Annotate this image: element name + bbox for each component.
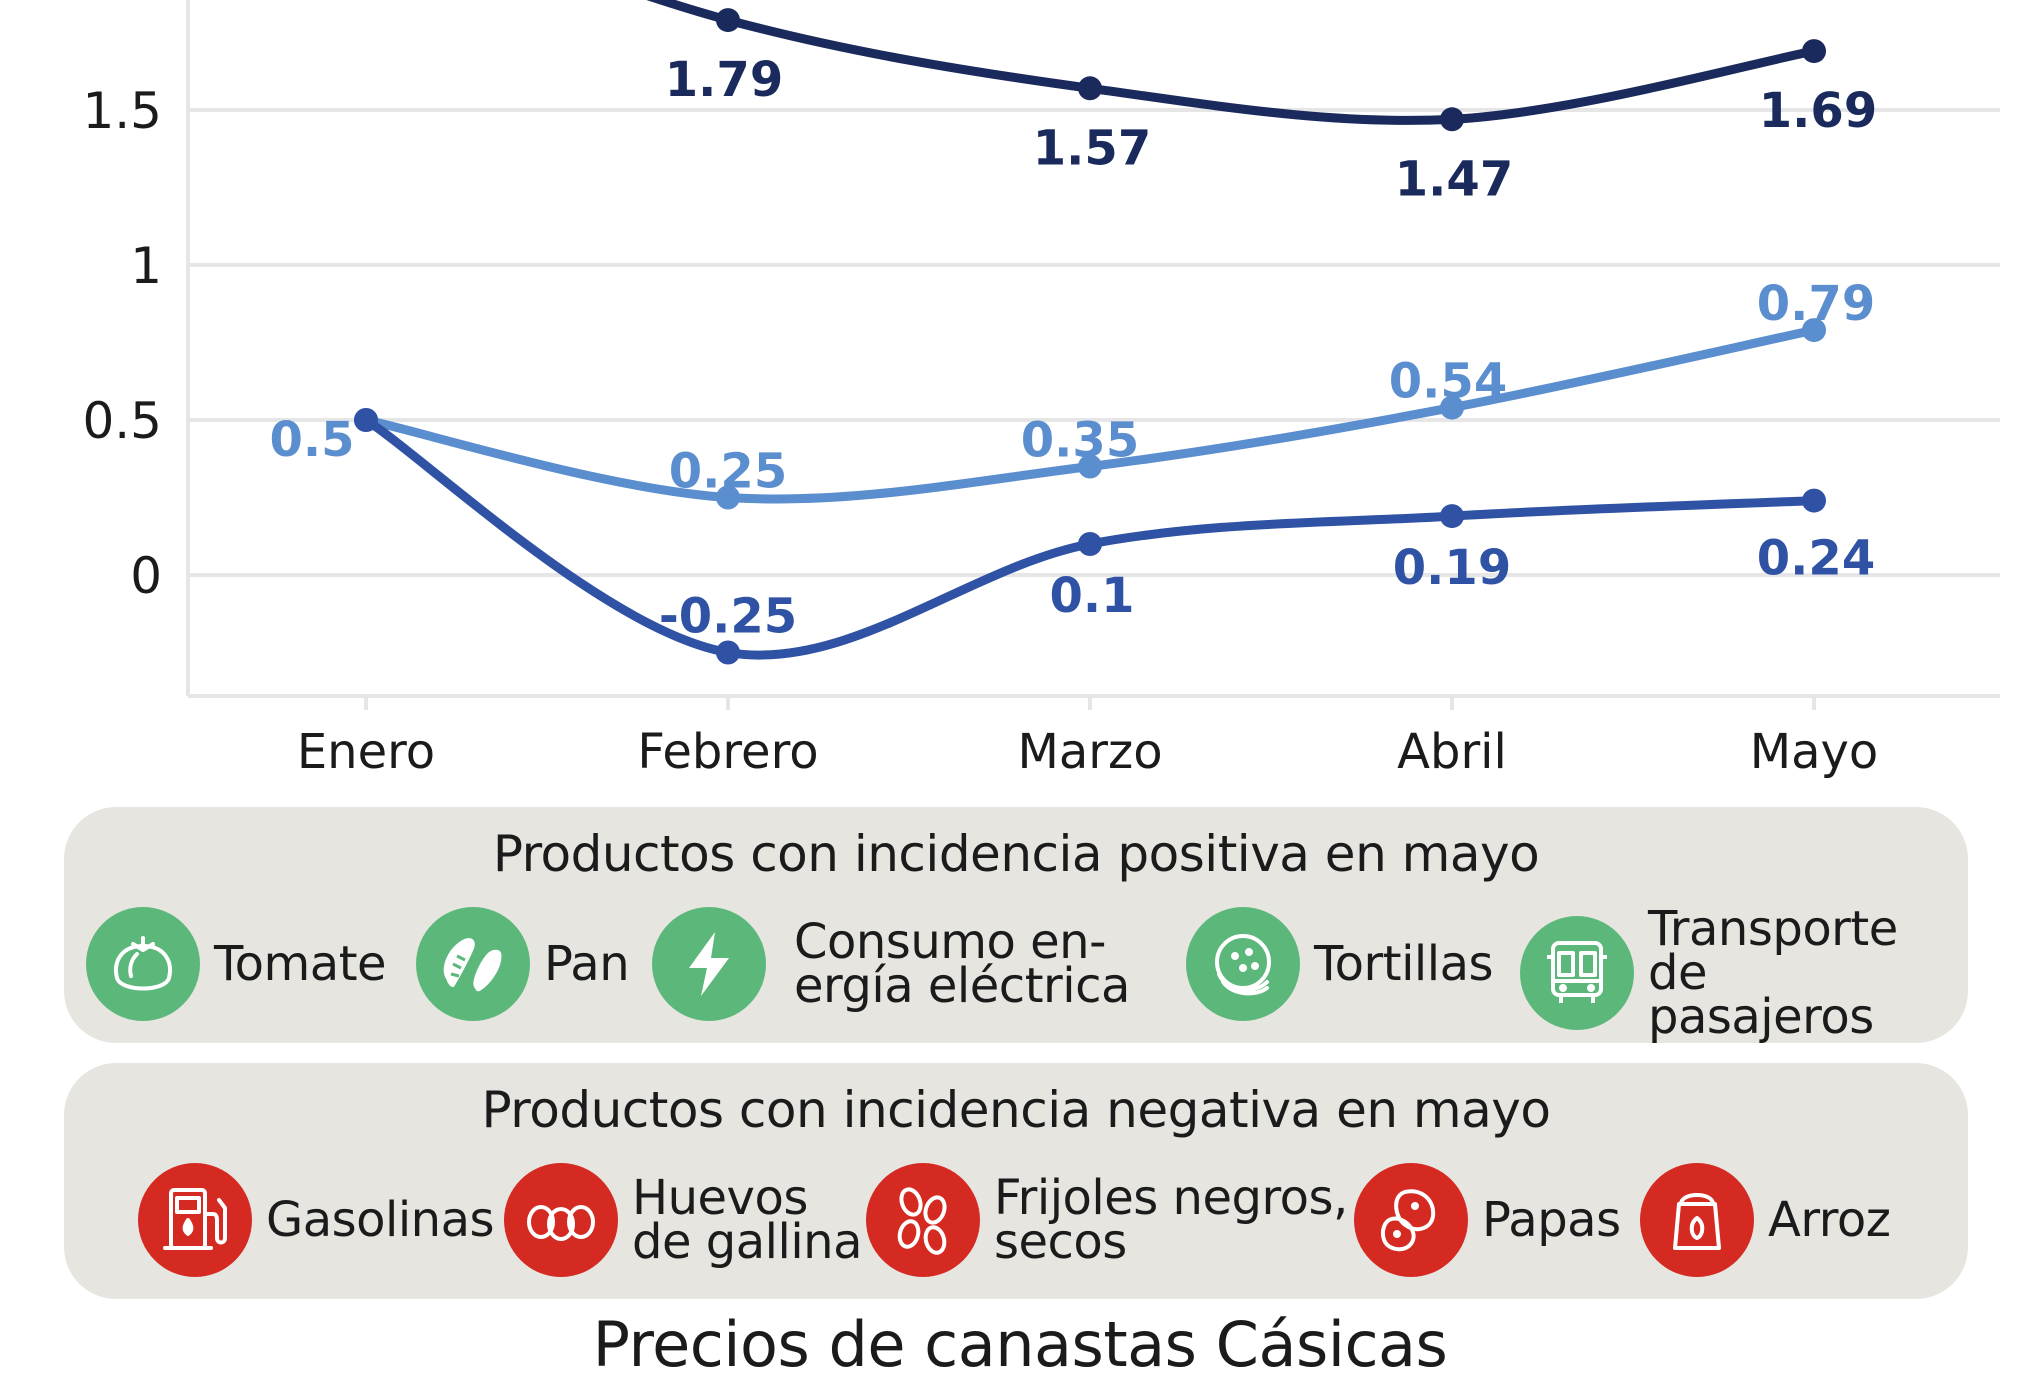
data-label: 0.54	[1389, 354, 1507, 410]
positive-item-label: Pan	[544, 936, 630, 992]
potato-icon	[1354, 1163, 1468, 1277]
data-label: 0.5	[269, 412, 354, 468]
positive-item-energia: Consumo en- ergía eléctrica	[652, 907, 1130, 1021]
data-label: 1.47	[1395, 151, 1513, 207]
y-tick-label: 1	[130, 237, 162, 295]
data-label: 0.79	[1757, 276, 1875, 332]
beans-icon	[866, 1163, 980, 1277]
data-point	[1802, 488, 1826, 513]
x-tick-label: Abril	[1397, 724, 1507, 780]
data-point	[1802, 318, 1826, 343]
negative-item-label: Papas	[1482, 1192, 1621, 1248]
data-label: 0.19	[1393, 540, 1511, 596]
negative-item-label: Frijoles negros, secos	[994, 1170, 1348, 1270]
data-point	[354, 408, 378, 432]
rice-icon	[1640, 1163, 1754, 1277]
data-label: 0.35	[1021, 413, 1139, 469]
x-tick-label: Marzo	[1017, 724, 1162, 780]
line-chart: 1.5 1 0.5 0 Enero Febrero Marzo Abril Mayo 1.79 1.…	[82, 0, 2000, 780]
data-label: -0.25	[659, 589, 797, 645]
negative-item-label: Huevos de gallina	[632, 1170, 862, 1270]
x-tick-label: Febrero	[637, 724, 818, 780]
negative-item-arroz: Arroz	[1640, 1163, 1891, 1277]
negative-item-frijoles: Frijoles negros, secos	[866, 1163, 1348, 1277]
positive-item-label: Consumo en- ergía eléctrica	[794, 914, 1130, 1014]
tortillas-icon	[1186, 907, 1300, 1021]
data-point	[1440, 395, 1464, 420]
positive-item-tortillas: Tortillas	[1186, 907, 1494, 1021]
data-point	[1802, 39, 1826, 64]
data-point	[1078, 532, 1102, 556]
data-label: 1.69	[1759, 83, 1877, 139]
eggs-icon	[504, 1163, 618, 1277]
negative-item-label: Arroz	[1768, 1192, 1891, 1248]
negative-item-huevos: Huevos de gallina	[504, 1163, 862, 1277]
positive-item-tomate: Tomate	[86, 907, 387, 1021]
data-point	[1078, 76, 1102, 101]
y-tick-label: 1.5	[82, 82, 162, 140]
positive-products-panel: Productos con incidencia positiva en may…	[64, 807, 1968, 1043]
lightning-icon	[652, 907, 766, 1021]
negative-item-label: Gasolinas	[266, 1192, 495, 1248]
data-label: 0.1	[1049, 568, 1134, 624]
data-point	[1440, 504, 1464, 529]
footer-title: Precios de canastas Cásicas	[592, 1308, 1448, 1381]
data-label: 1.79	[665, 52, 783, 108]
data-point	[716, 8, 740, 33]
x-tick-label: Mayo	[1750, 724, 1879, 780]
bread-icon	[416, 907, 530, 1021]
data-label: 0.25	[669, 444, 787, 500]
data-point	[1440, 107, 1464, 132]
negative-products-panel: Productos con incidencia negativa en may…	[64, 1063, 1968, 1299]
positive-item-label: Tortillas	[1314, 936, 1494, 992]
positive-item-pan: Pan	[416, 907, 630, 1021]
y-tick-label: 0	[130, 547, 162, 605]
positive-item-transporte: Transporte de pasajeros	[1520, 901, 1968, 1045]
bus-icon	[1520, 916, 1634, 1030]
negative-item-gasolinas: Gasolinas	[138, 1163, 495, 1277]
y-tick-label: 0.5	[82, 392, 162, 450]
series-line	[646, 0, 1819, 125]
data-point	[1078, 454, 1102, 479]
data-label: 1.57	[1033, 120, 1151, 176]
positive-panel-title: Productos con incidencia positiva en may…	[492, 825, 1540, 883]
positive-item-label: Transporte de pasajeros	[1648, 901, 1898, 1045]
positive-item-label: Tomate	[214, 936, 387, 992]
data-label: 0.24	[1757, 531, 1875, 587]
data-point	[716, 485, 740, 510]
gas-pump-icon	[138, 1163, 252, 1277]
x-tick-label: Enero	[297, 724, 435, 780]
tomato-icon	[86, 907, 200, 1021]
data-point	[716, 640, 740, 665]
negative-panel-title: Productos con incidencia negativa en may…	[481, 1081, 1551, 1139]
negative-item-papas: Papas	[1354, 1163, 1621, 1277]
